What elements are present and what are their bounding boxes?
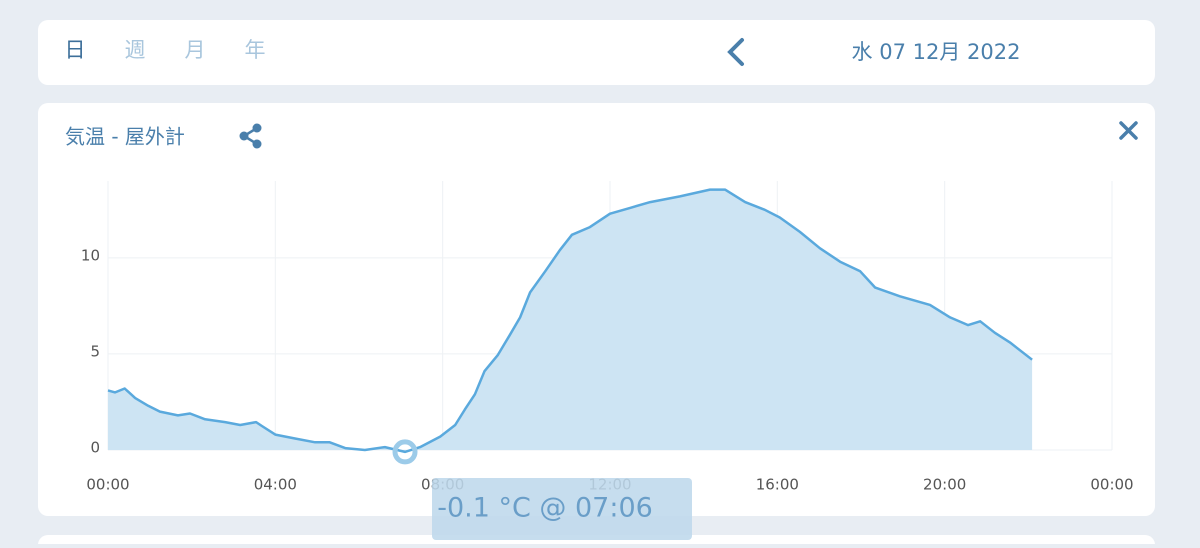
area [108, 189, 1033, 452]
y-tick-label: 10 [81, 246, 100, 264]
marker [392, 439, 418, 465]
x-tick-label: 00:00 [86, 476, 129, 494]
x-tick-label: 00:00 [1090, 476, 1133, 494]
tab-week[interactable]: 週 [125, 38, 146, 62]
tab-year[interactable]: 年 [245, 38, 266, 62]
y-tick-label: 0 [90, 439, 100, 457]
tab-day[interactable]: 日 [65, 38, 86, 62]
date: 水 07 12月 2022 [852, 40, 1021, 64]
nav-card [38, 20, 1155, 85]
tab-month[interactable]: 月 [185, 38, 206, 62]
y-tick-label: 5 [90, 342, 100, 360]
chart-title: 気温 - 屋外計 [65, 125, 185, 149]
prev-button[interactable] [727, 38, 744, 66]
x-tick-label: 20:00 [923, 476, 966, 494]
x-tick-label: 16:00 [756, 476, 799, 494]
line [107, 188, 1033, 454]
x-tick-label: 04:00 [254, 476, 297, 494]
tooltip: -0.1 °C @ 07:06 [437, 493, 653, 524]
share-button[interactable] [239, 123, 262, 149]
close-button[interactable] [1119, 121, 1138, 140]
tooltip-box [432, 478, 692, 540]
